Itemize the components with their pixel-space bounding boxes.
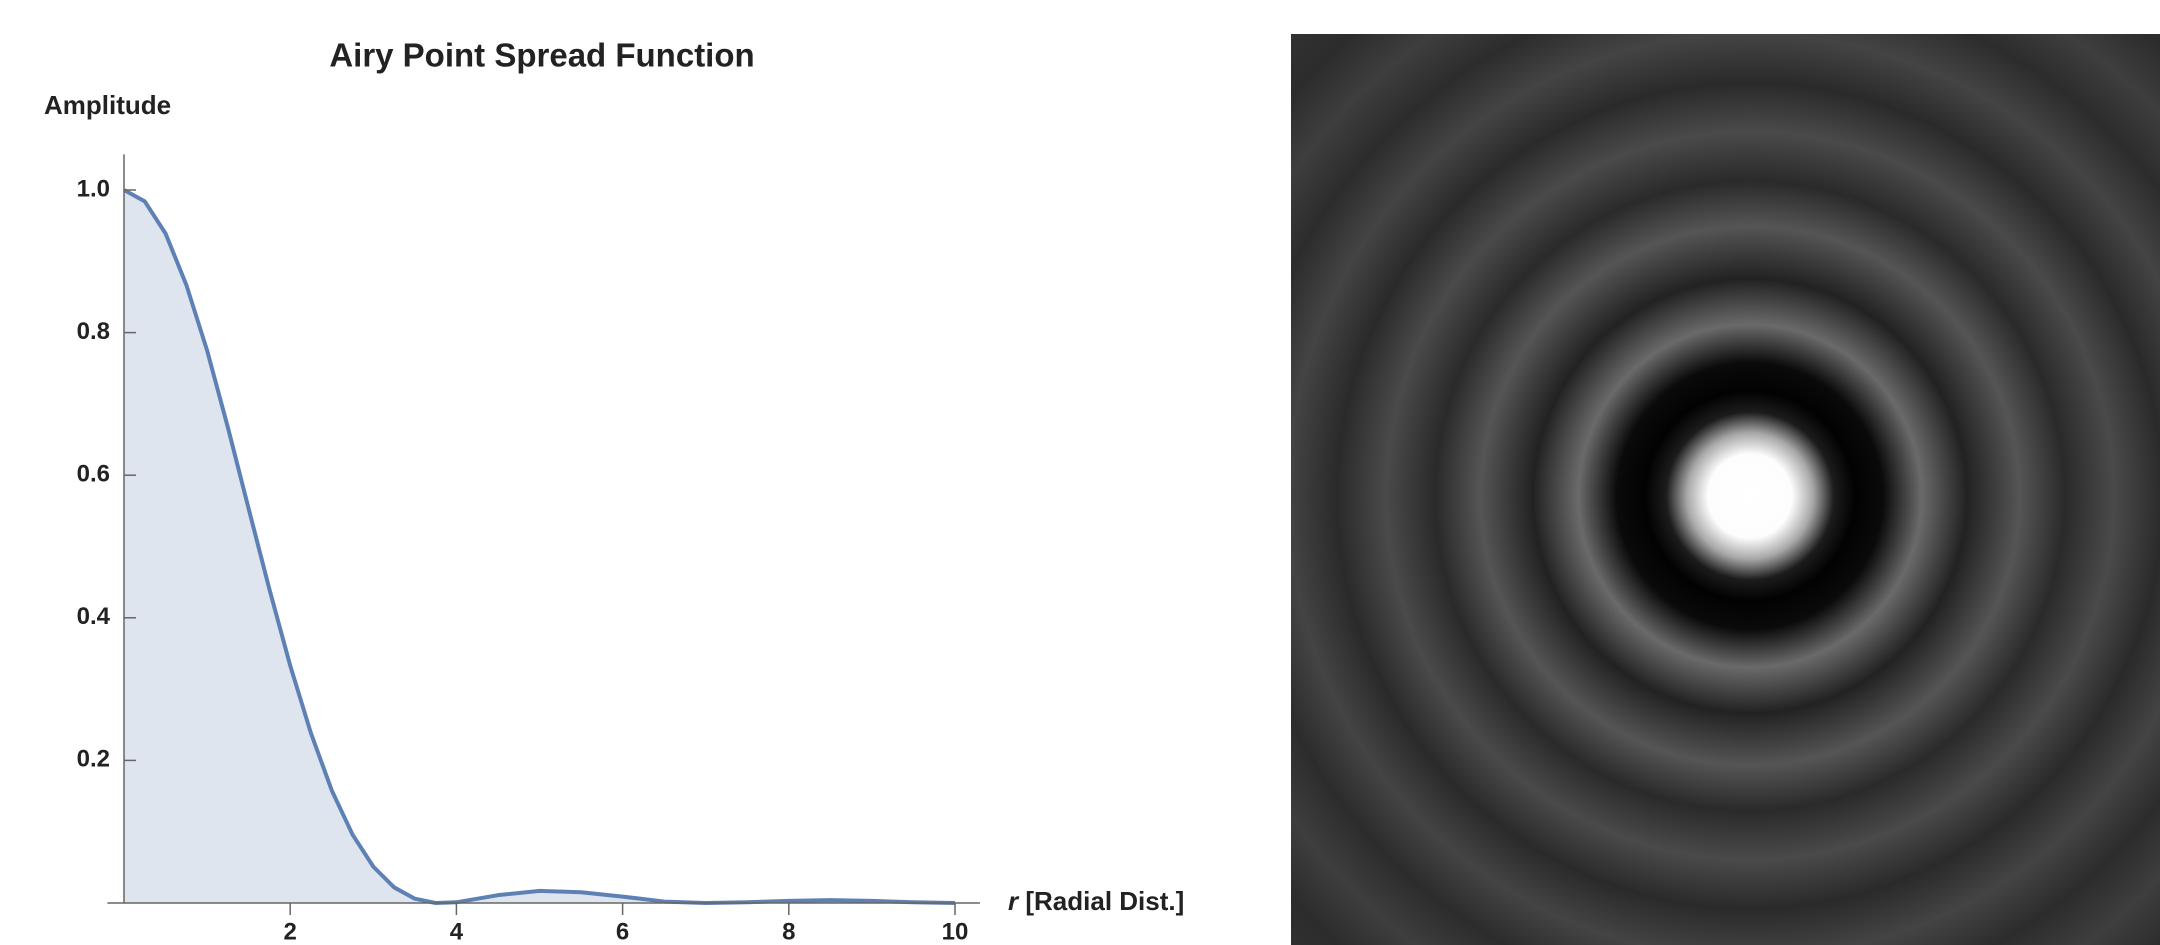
y-tick-label: 0.4: [77, 603, 111, 630]
chart-title: Airy Point Spread Function: [329, 37, 754, 74]
y-tick-label: 1.0: [77, 175, 110, 202]
x-tick-label: 10: [942, 918, 969, 945]
x-tick-label: 8: [782, 918, 795, 945]
y-tick-label: 0.8: [77, 318, 110, 345]
x-tick-label: 4: [450, 918, 464, 945]
y-tick-label: 0.2: [77, 746, 110, 773]
y-tick-label: 0.6: [77, 461, 110, 488]
x-tick-label: 6: [616, 918, 629, 945]
line: [123, 188, 956, 905]
x-tick-label: 2: [284, 918, 297, 945]
x-axis-symbol: r: [1008, 886, 1020, 916]
area-fill: [124, 190, 955, 903]
airy-pattern-image: [1291, 34, 2160, 945]
x-axis-label: r [Radial Dist.]: [1008, 886, 1184, 916]
y-axis-label: Amplitude: [44, 90, 171, 120]
x-axis-text: [Radial Dist.]: [1025, 886, 1184, 916]
